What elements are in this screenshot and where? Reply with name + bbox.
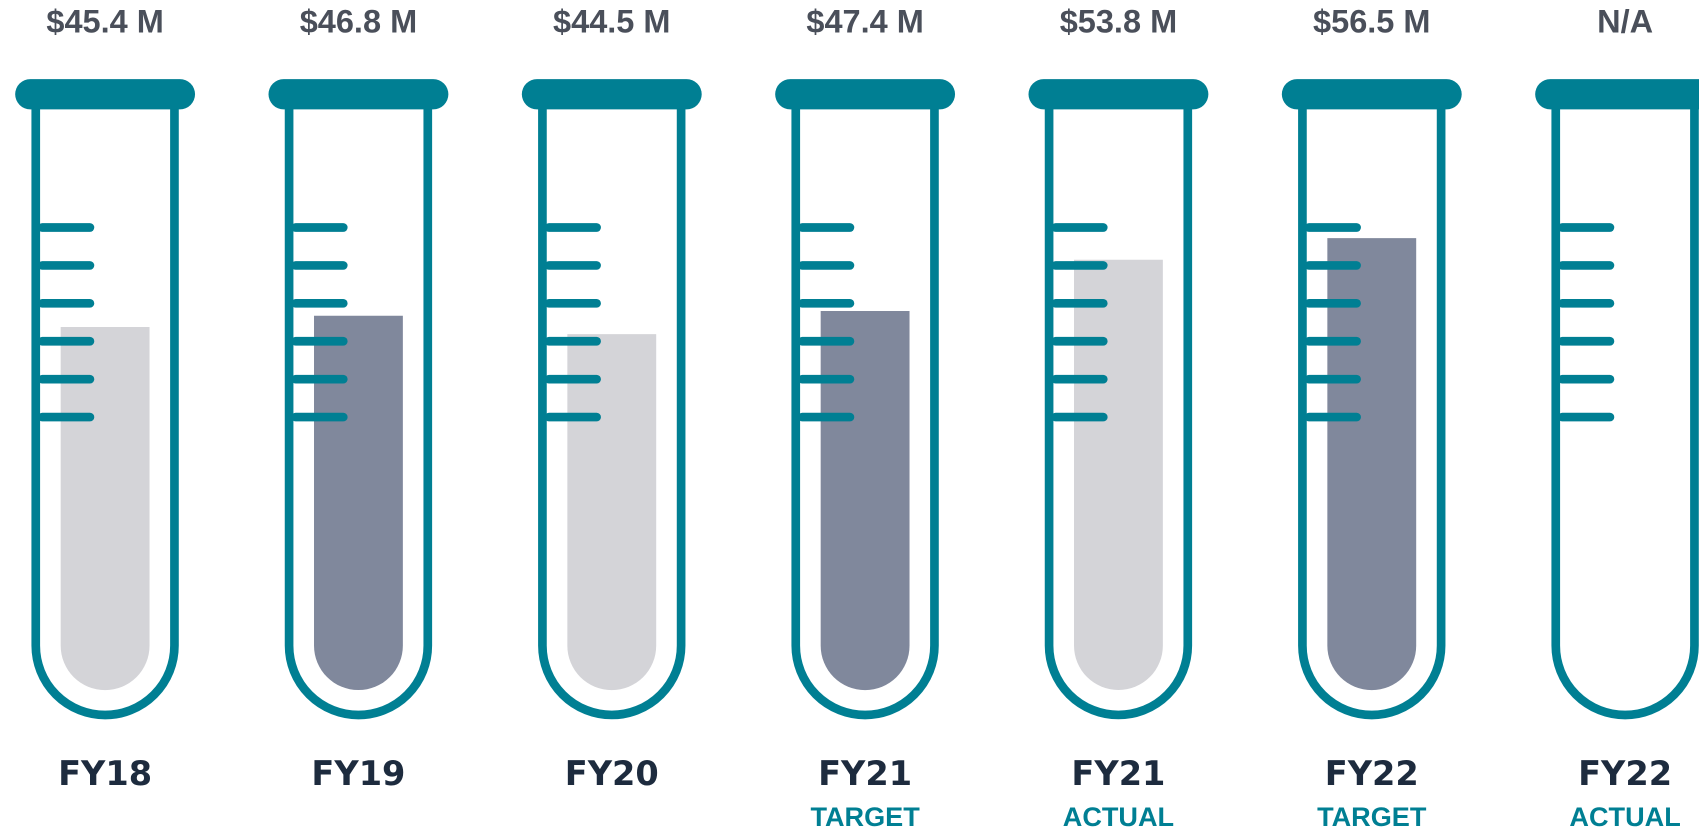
test-tube (775, 79, 956, 720)
test-tube (521, 79, 702, 720)
fill-bar (314, 315, 403, 691)
tube-body (1298, 106, 1446, 720)
test-tube (1535, 79, 1699, 720)
category-label: FY21 (818, 754, 912, 793)
tube-body (791, 106, 939, 720)
tube-cap (1535, 79, 1699, 110)
value-label: $53.8 M (1060, 3, 1177, 39)
fill-bar (820, 310, 910, 691)
tube-body (1551, 106, 1699, 720)
category-sublabel: TARGET (810, 801, 920, 832)
tube-cap (15, 79, 196, 110)
category-label: FY20 (565, 754, 659, 793)
fill-bar (1074, 259, 1163, 691)
value-label: $47.4 M (806, 3, 923, 39)
tube-body (31, 106, 179, 720)
category-label: FY19 (311, 754, 405, 793)
test-tube (15, 79, 196, 720)
tube-cap (1281, 79, 1462, 110)
category-sublabel: ACTUAL (1063, 801, 1174, 832)
value-label: $46.8 M (300, 3, 417, 39)
value-label: $44.5 M (553, 3, 670, 39)
value-label: $45.4 M (46, 3, 163, 39)
category-label: FY21 (1071, 754, 1165, 793)
test-tube (1281, 79, 1462, 720)
tube-cap (268, 79, 449, 110)
category-sublabel: ACTUAL (1569, 801, 1680, 832)
fill-bar (567, 334, 657, 691)
tube-body (1044, 106, 1193, 720)
value-label: N/A (1597, 3, 1653, 39)
tube-body (538, 106, 686, 720)
tube-body (284, 106, 433, 720)
category-sublabel: TARGET (1317, 801, 1427, 832)
tube-cap (775, 79, 956, 110)
test-tube (1028, 79, 1209, 720)
value-label: $56.5 M (1313, 3, 1430, 39)
test-tube (268, 79, 449, 720)
tube-cap (1028, 79, 1209, 110)
fill-bar (1327, 238, 1417, 691)
tube-cap (521, 79, 702, 110)
category-label: FY22 (1578, 754, 1672, 793)
category-label: FY22 (1325, 754, 1419, 793)
category-label: FY18 (58, 754, 152, 793)
